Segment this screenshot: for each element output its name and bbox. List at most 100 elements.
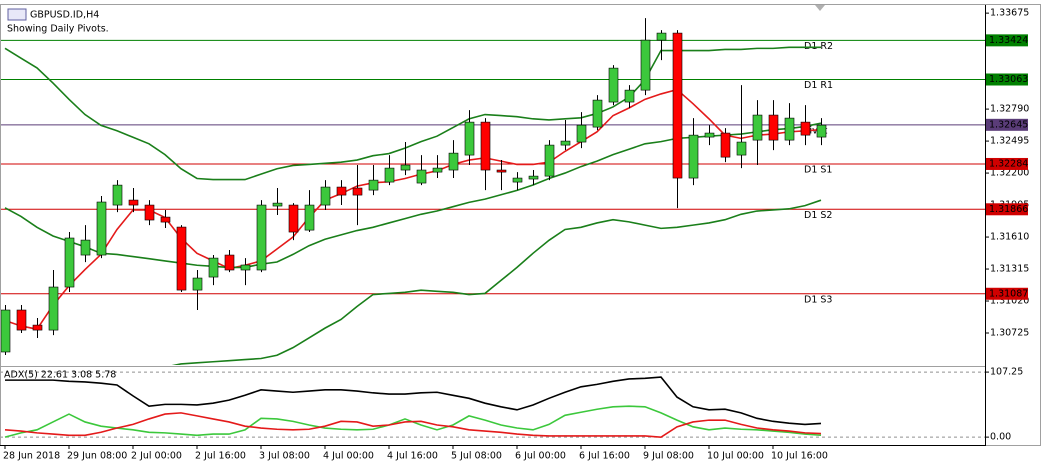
y-tick-label: 1.31610 xyxy=(990,232,1029,243)
indicator-line xyxy=(4,88,822,331)
candle-body xyxy=(48,286,59,331)
x-tick-label: 5 Jul 08:00 xyxy=(451,451,502,462)
indicator-line xyxy=(4,122,822,269)
candle-body xyxy=(640,39,651,91)
price-box xyxy=(986,287,1028,300)
candle-body xyxy=(1,309,11,353)
candle-body xyxy=(368,179,379,191)
y-tick-label: 1.32495 xyxy=(990,136,1029,147)
price-box-label: 1.31087 xyxy=(989,288,1028,299)
price-box xyxy=(986,203,1028,216)
price-box-label: 1.32645 xyxy=(989,119,1028,130)
price-box xyxy=(986,73,1028,86)
y-tick-label: 1.32200 xyxy=(990,168,1029,179)
y-tick-label: 1.32790 xyxy=(990,104,1029,115)
candle-body xyxy=(144,204,155,221)
candle-body xyxy=(224,254,235,271)
candle-body xyxy=(288,204,299,233)
candle-body xyxy=(544,144,555,177)
candle-body xyxy=(240,264,251,271)
x-tick-label: 9 Jul 08:00 xyxy=(643,451,694,462)
candle-body xyxy=(16,309,27,331)
x-tick-label: 29 Jun 08:00 xyxy=(67,451,127,462)
candle-body xyxy=(496,169,507,173)
x-tick-label: 6 Jul 00:00 xyxy=(515,451,566,462)
adx-title: ADX(5) 22.61 3.08 5.78 xyxy=(4,370,116,381)
candle-body xyxy=(464,121,475,156)
candle-body xyxy=(512,177,523,183)
x-tick-label: 3 Jul 08:00 xyxy=(259,451,310,462)
price-box-label: 1.32284 xyxy=(989,158,1028,169)
candle-body xyxy=(768,114,779,141)
axes: 1.336751.327901.324951.322001.319051.316… xyxy=(3,8,1029,462)
indicator-line xyxy=(4,412,822,438)
candle-body xyxy=(416,169,427,184)
y-tick-label: 107.25 xyxy=(990,367,1023,378)
shift-marker xyxy=(815,5,825,11)
candle-body xyxy=(336,186,347,196)
candle-body xyxy=(432,167,443,173)
candle-body xyxy=(80,239,91,256)
candle-body xyxy=(400,164,411,171)
pivot-level-label: D1 S3 xyxy=(804,294,832,305)
candle-body xyxy=(128,199,139,206)
x-tick-label: 28 Jun 2018 xyxy=(3,451,60,462)
candle-body xyxy=(64,237,75,288)
price-box xyxy=(986,157,1028,170)
x-tick-label: 4 Jul 16:00 xyxy=(387,451,438,462)
candle-body xyxy=(112,184,123,206)
candle-body xyxy=(592,99,603,128)
chart-title: GBPUSD.ID,H4 xyxy=(30,10,99,21)
adx-panel xyxy=(1,371,985,438)
candle-body xyxy=(384,167,395,183)
price-box xyxy=(986,34,1028,47)
pivot-level-label: D1 S2 xyxy=(804,210,832,221)
candle-body xyxy=(800,121,811,136)
y-tick-label: 0.00 xyxy=(990,432,1011,443)
y-tick-label: 1.33675 xyxy=(990,8,1029,19)
candle-body xyxy=(192,277,203,291)
candle-body xyxy=(448,152,459,171)
candle-body xyxy=(672,32,683,179)
indicator-line xyxy=(171,199,822,365)
frame xyxy=(0,4,1041,446)
candle-body xyxy=(816,124,827,138)
candle-body xyxy=(272,202,283,207)
candle-body xyxy=(176,226,187,291)
price-box-label: 1.33063 xyxy=(989,74,1028,85)
y-tick-label: 1.31315 xyxy=(990,264,1029,275)
candle-body xyxy=(528,175,539,180)
candle-body xyxy=(320,186,331,206)
candle-body xyxy=(304,204,315,231)
x-tick-label: 2 Jul 16:00 xyxy=(195,451,246,462)
candle-body xyxy=(656,32,667,41)
candle-body xyxy=(784,117,795,141)
candle-body xyxy=(480,121,491,171)
candle-body xyxy=(208,257,219,278)
candle-body xyxy=(736,141,747,156)
price-box-label: 1.33424 xyxy=(989,35,1028,46)
pivot-level-label: D1 R2 xyxy=(804,41,833,52)
candle-body xyxy=(32,324,43,331)
symbol-icon xyxy=(7,8,27,21)
pivot-level-label: D1 S1 xyxy=(804,164,832,175)
indicator-line xyxy=(4,46,821,181)
x-tick-label: 6 Jul 16:00 xyxy=(579,451,630,462)
candle-body xyxy=(688,134,699,179)
pivot-level-label: D1 R1 xyxy=(804,80,833,91)
candle-body xyxy=(752,114,763,141)
x-tick-label: 10 Jul 16:00 xyxy=(771,451,828,462)
x-tick-label: 10 Jul 00:00 xyxy=(707,451,764,462)
x-tick-label: 4 Jul 00:00 xyxy=(323,451,374,462)
candle-body xyxy=(160,216,171,223)
y-tick-label: 1.31020 xyxy=(990,296,1029,307)
candle-body xyxy=(96,201,107,256)
candle-body xyxy=(560,140,571,146)
candle-body xyxy=(720,132,731,158)
price-box xyxy=(986,118,1028,131)
candle-body xyxy=(704,132,715,138)
candle-body xyxy=(576,124,587,143)
